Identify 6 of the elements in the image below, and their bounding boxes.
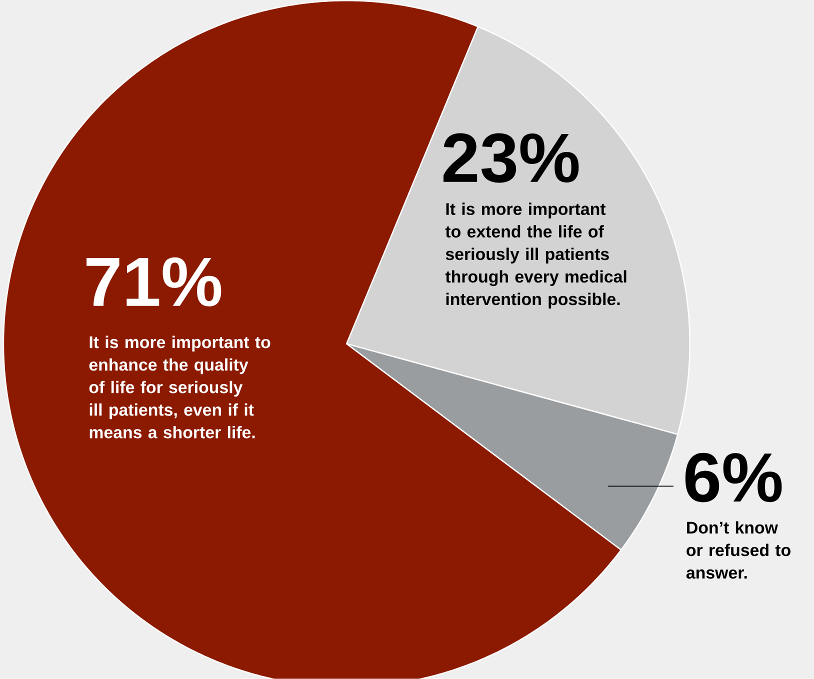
data-label: 23%	[444, 133, 579, 183]
slice-label: Don’t know or refused to answer.	[686, 521, 790, 579]
data-label: 71%	[86, 258, 222, 307]
slice-label: It is more important to enhance the quality of life for seriously ill patients, even if it means a shorter life.	[89, 336, 270, 438]
data-label: 6%	[685, 453, 782, 502]
slice-label: It is more important to extend the life of seriously ill patients through every medical intervention possible.	[445, 202, 626, 309]
